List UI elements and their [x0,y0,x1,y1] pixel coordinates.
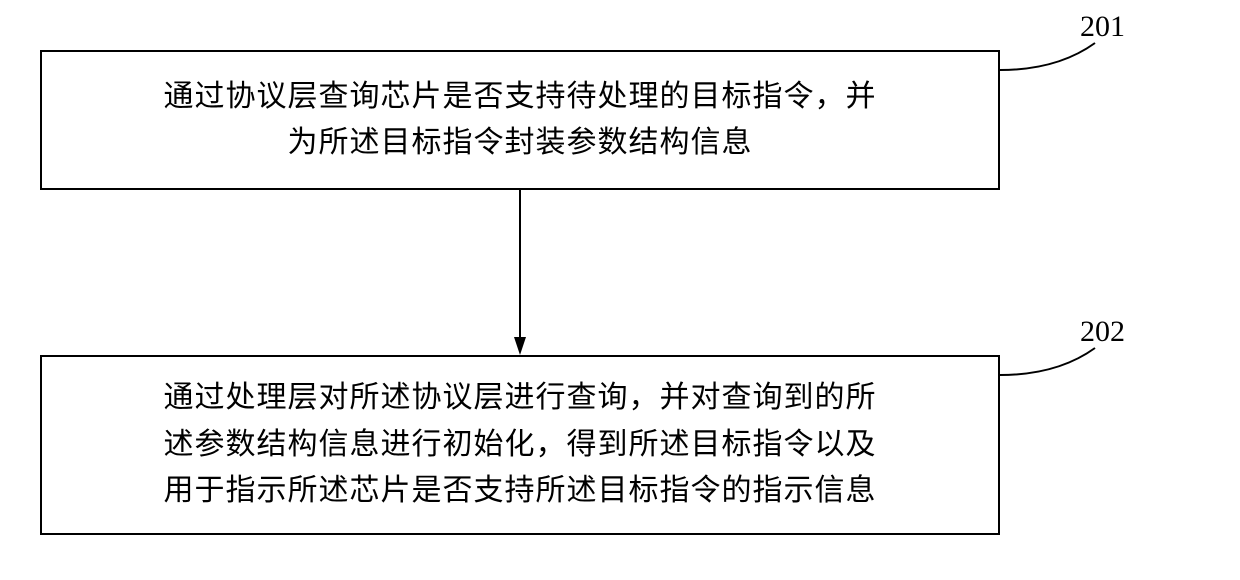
leader-line-202 [990,338,1105,385]
flow-node-2-text: 通过处理层对所述协议层进行查询，并对查询到的所 述参数结构信息进行初始化，得到所… [164,375,877,515]
flow-node-1: 通过协议层查询芯片是否支持待处理的目标指令，并 为所述目标指令封装参数结构信息 [40,50,1000,190]
flow-arrow-1 [500,190,540,355]
flow-node-2: 通过处理层对所述协议层进行查询，并对查询到的所 述参数结构信息进行初始化，得到所… [40,355,1000,535]
leader-line-201 [990,33,1105,80]
flow-node-1-text: 通过协议层查询芯片是否支持待处理的目标指令，并 为所述目标指令封装参数结构信息 [164,74,877,167]
